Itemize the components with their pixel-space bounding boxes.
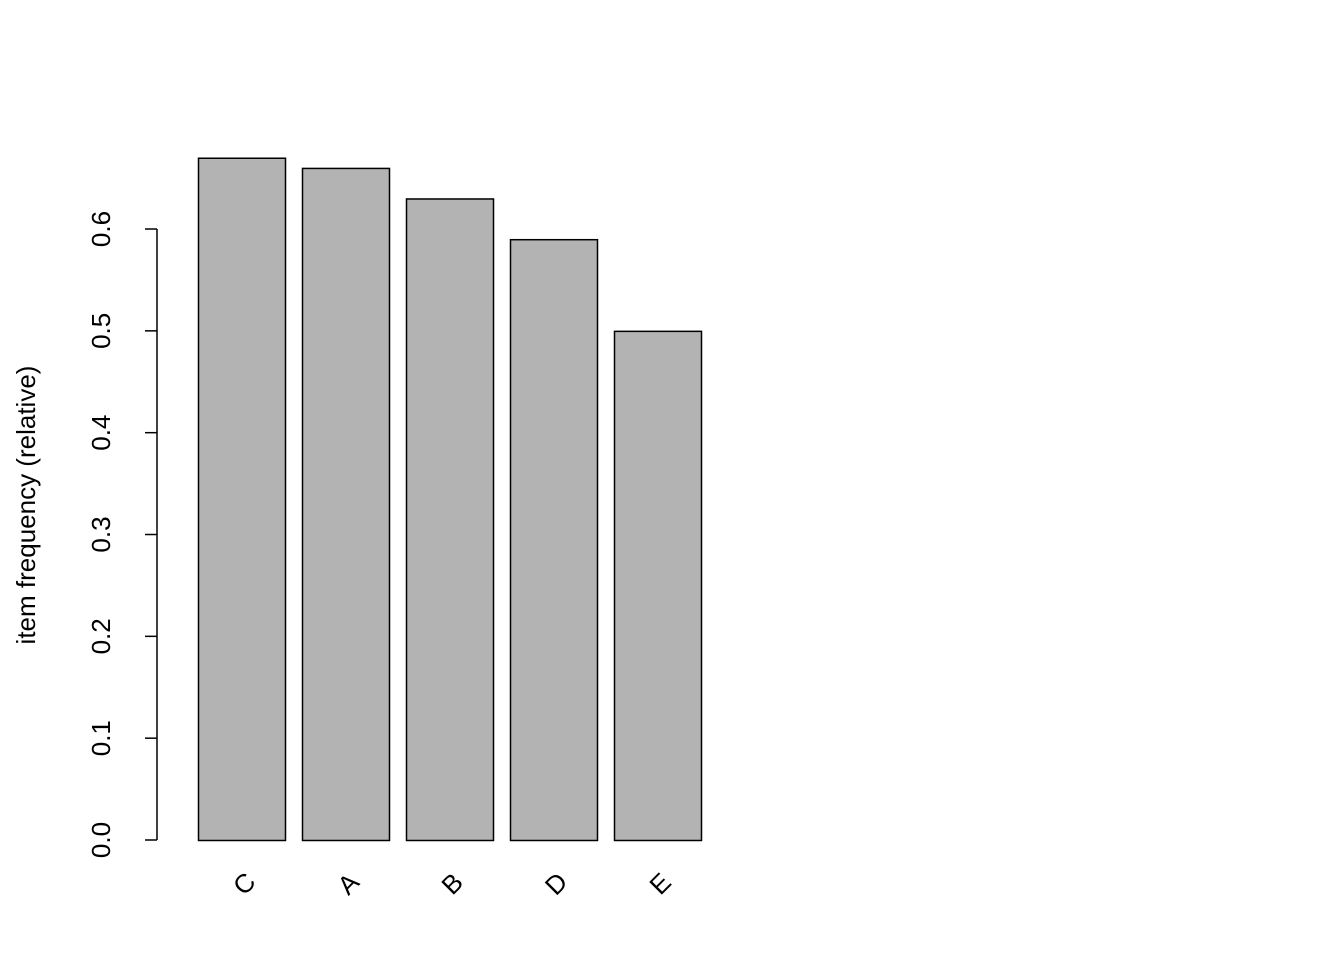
y-tick-label: 0.4 (86, 415, 116, 451)
bars (197, 157, 703, 842)
bar-A (301, 167, 391, 842)
x-tick-label: A (331, 866, 365, 900)
bar-C (197, 157, 287, 842)
x-tick-label: C (227, 866, 261, 900)
y-tick-label: 0.1 (86, 720, 116, 756)
bar-E (613, 330, 703, 842)
bar-B (405, 198, 495, 842)
y-tick-label: 0.6 (86, 211, 116, 247)
y-tick-label: 0.3 (86, 516, 116, 552)
y-tick-label: 0.5 (86, 313, 116, 349)
y-tick-label: 0.2 (86, 618, 116, 654)
x-tick-label: B (435, 867, 468, 900)
x-tick-label: D (539, 866, 573, 900)
bar-D (509, 238, 599, 842)
x-tick-label: E (643, 867, 676, 900)
y-axis: 0.0 0.1 0.2 0.3 0.4 0.5 0.6 (86, 211, 158, 858)
y-tick-label: 0.0 (86, 822, 116, 858)
y-axis-label: item frequency (relative) (11, 366, 41, 645)
